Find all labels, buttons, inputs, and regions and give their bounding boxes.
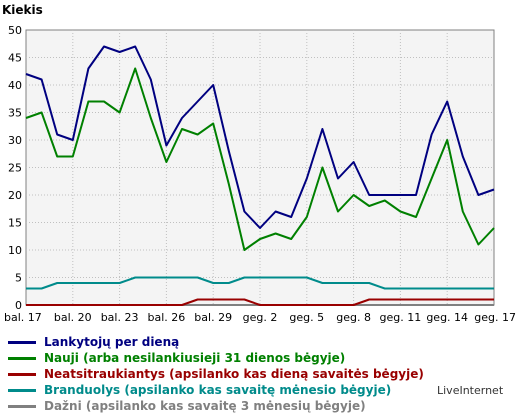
y-tick-label: 15: [8, 217, 22, 230]
x-tick-label: bal. 26: [148, 311, 186, 324]
x-tick-label: bal. 20: [54, 311, 92, 324]
x-tick-labels: bal. 17 bal. 20 bal. 23 bal. 26 bal. 29 geg. …: [4, 311, 516, 324]
legend-swatch: [8, 389, 36, 392]
x-tick-label: geg. 2: [243, 311, 278, 324]
legend-label: Nauji (arba nesilankiusieji 31 dienos bė…: [44, 351, 346, 365]
legend-label: Neatsitraukiantys (apsilanko kas dieną s…: [44, 367, 424, 381]
y-axis-title: Kiekis: [2, 3, 43, 17]
legend-swatch: [8, 341, 36, 344]
legend-swatch: [8, 373, 36, 376]
grid-lines: [26, 30, 494, 305]
legend-swatch: [8, 357, 36, 360]
y-tick-label: 20: [8, 189, 22, 202]
x-tick-label: geg. 11: [380, 311, 422, 324]
legend-label: Lankytojų per dieną: [44, 335, 180, 349]
series-lines: [25, 45, 495, 306]
y-tick-label: 50: [8, 24, 22, 37]
y-tick-label: 25: [8, 162, 22, 175]
y-tick-label: 0: [15, 299, 22, 312]
x-tick-label: bal. 29: [194, 311, 232, 324]
y-tick-label: 10: [8, 244, 22, 257]
brand-label: LiveInternet: [437, 384, 504, 397]
legend-swatch: [8, 405, 36, 408]
x-tick-label: geg. 8: [336, 311, 371, 324]
y-tick-label: 35: [8, 107, 22, 120]
y-tick-label: 5: [15, 272, 22, 285]
x-tick-label: geg. 5: [289, 311, 324, 324]
series-line-2: [26, 298, 494, 306]
y-tick-label: 45: [8, 52, 22, 65]
x-tick-label: bal. 23: [101, 311, 139, 324]
series-line-0: [25, 45, 495, 229]
legend-label: Branduolys (apsilanko kas savaitę mėnesi…: [44, 383, 392, 397]
y-tick-label: 30: [8, 134, 22, 147]
legend-label: Dažni (apsilanko kas savaitę 3 mėnesių b…: [44, 399, 366, 413]
x-tick-label: bal. 17: [4, 311, 42, 324]
series-line-1: [25, 67, 495, 251]
y-tick-label: 40: [8, 79, 22, 92]
y-tick-labels: 0 5 10 15 20 25 30 35 40 45 50: [8, 24, 22, 312]
series-line-3: [26, 276, 494, 290]
x-tick-label: geg. 17: [474, 311, 516, 324]
x-tick-label: geg. 14: [426, 311, 468, 324]
